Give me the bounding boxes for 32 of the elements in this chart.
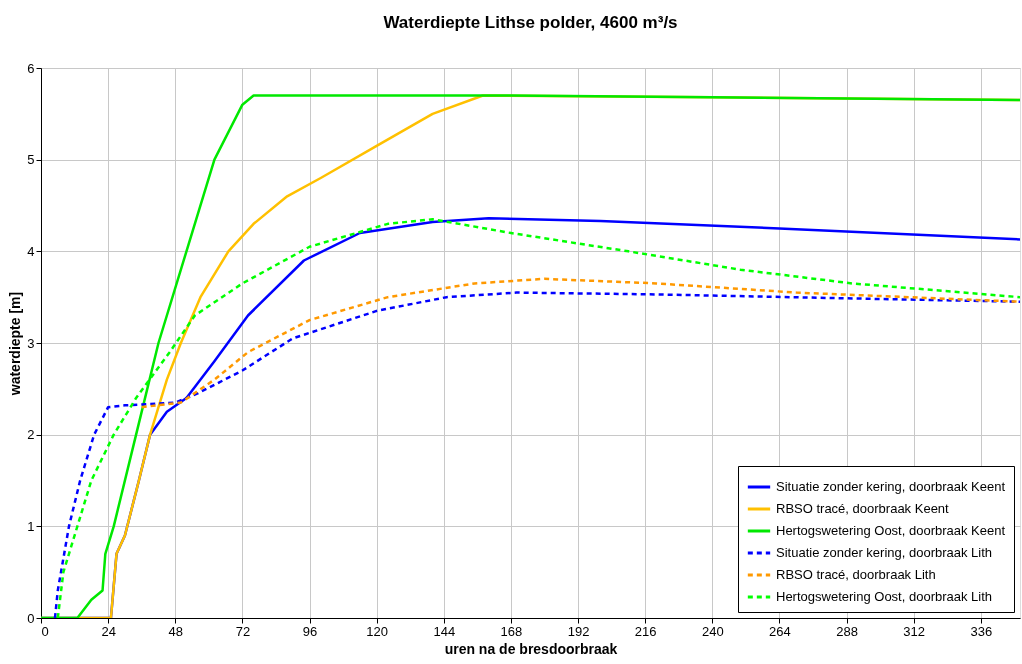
legend-label: RBSO tracé, doorbraak Lith: [776, 567, 936, 582]
x-tick-label: 168: [500, 623, 523, 639]
legend-label: Hertogswetering Oost, doorbraak Lith: [776, 589, 993, 604]
x-tick-label: 120: [366, 623, 389, 639]
x-tick-label: 216: [634, 623, 657, 639]
legend-label: Situatie zonder kering, doorbraak Keent: [776, 479, 1006, 494]
x-tick-label: 288: [836, 623, 858, 639]
legend-label: Hertogswetering Oost, doorbraak Keent: [776, 523, 1006, 538]
x-tick-label: 24: [101, 623, 116, 639]
x-tick-label: 240: [701, 623, 724, 639]
x-tick-label: 144: [433, 623, 456, 639]
x-tick-label: 48: [168, 623, 183, 639]
legend-label: RBSO tracé, doorbraak Keent: [776, 501, 950, 516]
x-tick-label: 0: [41, 623, 49, 639]
y-tick-label: 0: [27, 610, 35, 626]
chart-title: Waterdiepte Lithse polder, 4600 m³/s: [383, 13, 678, 32]
y-tick-label: 3: [27, 335, 35, 351]
x-axis-title: uren na de bresdoorbraak: [444, 640, 618, 657]
x-tick-label: 72: [235, 623, 251, 639]
x-tick-label: 264: [769, 623, 791, 639]
y-tick-label: 6: [27, 60, 35, 76]
y-axis-title: waterdiepte [m]: [7, 291, 24, 397]
y-tick-label: 5: [27, 152, 35, 168]
y-tick-label: 1: [27, 518, 35, 534]
x-tick-label: 336: [970, 623, 993, 639]
y-tick-label: 2: [27, 427, 35, 443]
x-tick-label: 96: [302, 623, 318, 639]
x-tick-label: 192: [567, 623, 590, 639]
legend-label: Situatie zonder kering, doorbraak Lith: [776, 545, 993, 560]
line-series: [140, 277, 1020, 409]
y-tick-label: 4: [27, 243, 35, 259]
x-tick-label: 312: [903, 623, 926, 639]
